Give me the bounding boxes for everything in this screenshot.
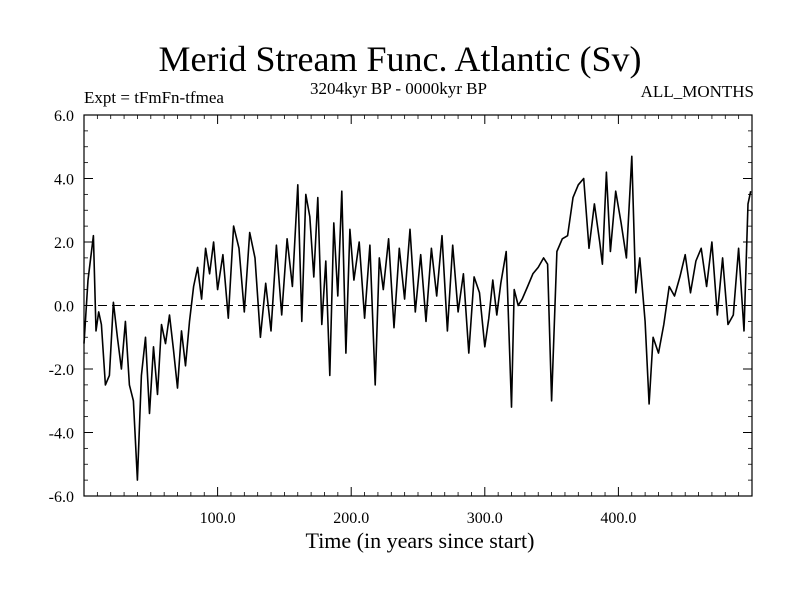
x-tick-label: 100.0: [200, 510, 236, 527]
y-tick-label: -4.0: [49, 426, 74, 443]
x-tick-label: 300.0: [467, 510, 503, 527]
x-tick-label: 200.0: [333, 510, 369, 527]
y-tick-label: 2.0: [54, 235, 74, 252]
x-axis-title: Time (in years since start): [305, 528, 535, 553]
y-tick-label: 6.0: [54, 108, 74, 125]
y-tick-label: -2.0: [49, 362, 74, 379]
months-label: ALL_MONTHS: [640, 82, 754, 101]
period-label: 3204kyr BP - 0000kyr BP: [310, 79, 487, 98]
x-tick-label: 400.0: [600, 510, 636, 527]
chart-title: Merid Stream Func. Atlantic (Sv): [158, 39, 642, 79]
y-tick-label: 4.0: [54, 172, 74, 189]
y-tick-label: -6.0: [49, 489, 74, 506]
y-tick-label: 0.0: [54, 299, 74, 316]
series-line: [83, 155, 752, 481]
experiment-label: Expt = tFmFn-tfmea: [84, 88, 224, 107]
